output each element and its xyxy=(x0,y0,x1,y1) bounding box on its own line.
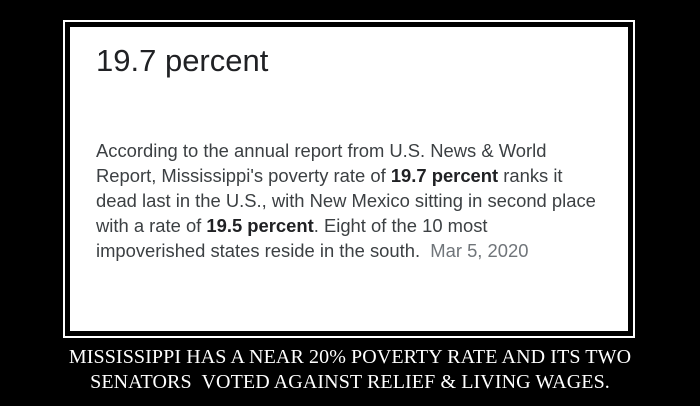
featured-snippet-headline: 19.7 percent xyxy=(96,43,269,78)
caption-line-1: MISSISSIPPI HAS A NEAR 20% POVERTY RATE … xyxy=(68,346,632,368)
snippet-text-part-1: According to the annual report from U.S.… xyxy=(96,140,547,186)
caption-line-2: SENATORS VOTED AGAINST RELIEF & LIVING W… xyxy=(90,371,610,393)
poster-caption: MISSISSIPPI HAS A NEAR 20% POVERTY RATE … xyxy=(0,345,700,395)
snippet-bold-value-1: 19.7 percent xyxy=(390,165,499,186)
snippet-date: Mar 5, 2020 xyxy=(430,240,529,261)
search-snippet-card: 19.7 percent According to the annual rep… xyxy=(70,27,628,331)
featured-snippet-text: According to the annual report from U.S.… xyxy=(96,138,601,263)
snippet-bold-value-2: 19.5 percent xyxy=(206,215,314,236)
snippet-text-part-2: ranks it dead last in the U.S., with New… xyxy=(96,165,596,236)
snippet-text-part-3: . Eight of the 10 most impoverished stat… xyxy=(96,215,488,261)
